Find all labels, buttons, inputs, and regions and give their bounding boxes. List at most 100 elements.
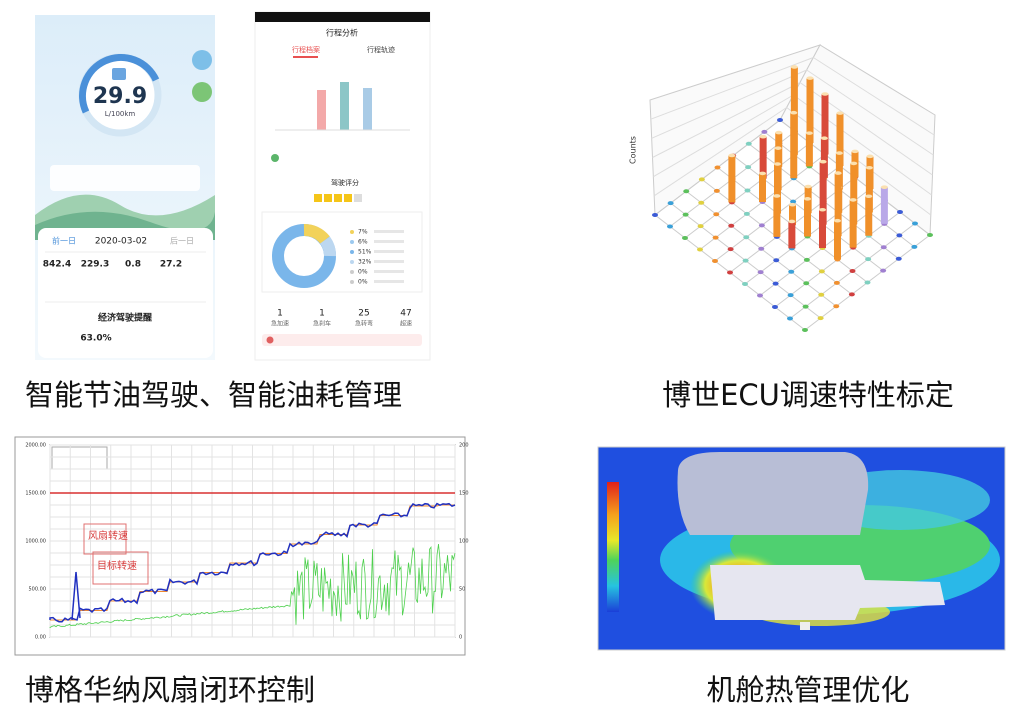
cylinder xyxy=(806,78,814,143)
floor-dot xyxy=(744,188,751,193)
cylinder-top xyxy=(866,154,874,159)
cylinder-top xyxy=(790,65,798,69)
cylinder xyxy=(821,93,829,155)
donut-slice xyxy=(303,224,330,245)
floor-dot xyxy=(772,281,779,286)
count-label: 急转弯 xyxy=(355,320,373,328)
tab[interactable]: 行程档案 xyxy=(292,45,320,54)
cylinder-top xyxy=(821,92,829,96)
floor-dot xyxy=(818,269,825,274)
floor-dot xyxy=(761,129,768,134)
bar-image xyxy=(317,90,326,130)
legend-text-bar xyxy=(374,230,404,233)
floor-dot xyxy=(772,305,778,309)
fuel-unit: L/100km xyxy=(105,110,136,118)
cylinder-top xyxy=(850,161,858,166)
floor-dot xyxy=(880,245,887,250)
app-screenshot-2: 行程分析 驾驶评分 xyxy=(254,11,431,361)
wall-grid xyxy=(813,57,935,136)
y2-tick-label: 200 xyxy=(459,443,469,449)
cab xyxy=(677,452,869,535)
cylinder xyxy=(790,112,798,179)
wall-grid xyxy=(652,82,801,158)
legend-text-bar xyxy=(374,260,404,263)
cylinder-top xyxy=(880,185,888,189)
cylinder-top xyxy=(775,130,783,135)
floor-dot xyxy=(787,293,794,298)
annotation-box xyxy=(83,523,127,555)
floor-dot xyxy=(757,270,764,275)
floor-dot xyxy=(667,201,674,206)
cylinder-top xyxy=(865,194,873,199)
fuel-icon xyxy=(112,68,126,80)
caption: 博格华纳风扇闭环控制 xyxy=(25,673,315,707)
cylinder xyxy=(790,66,798,155)
annotation: 目标转速 xyxy=(97,559,137,572)
cylinder xyxy=(834,220,841,260)
cylinder-top xyxy=(851,149,859,154)
floor-dot xyxy=(896,233,903,238)
cylinder-top xyxy=(759,134,767,139)
cylinder xyxy=(836,113,844,166)
cylinder-top xyxy=(804,197,811,201)
percent: 0% xyxy=(358,279,368,286)
cylinder-top xyxy=(805,131,813,135)
app-background xyxy=(254,11,431,361)
count: 1 xyxy=(277,309,283,319)
percent: 0% xyxy=(358,269,368,276)
cfd-image xyxy=(597,446,1006,651)
cylinder xyxy=(880,187,888,224)
cylinder xyxy=(835,153,843,190)
legend-dot xyxy=(350,270,354,274)
stat-value: 842.4 xyxy=(43,260,71,270)
floor-dot xyxy=(743,211,750,216)
spike xyxy=(71,571,81,621)
y-tick-label: 500.00 xyxy=(29,587,47,593)
prev-day[interactable]: 前一日 xyxy=(52,236,76,246)
floor-dot xyxy=(698,177,705,182)
cylinder-top xyxy=(819,159,827,164)
floor-dot xyxy=(848,292,855,297)
color-legend xyxy=(607,482,619,612)
next-day[interactable]: 后一日 xyxy=(170,236,194,246)
legend-dot xyxy=(350,250,354,254)
wall-grid xyxy=(653,107,787,197)
note-bar xyxy=(262,334,422,346)
floor-dot xyxy=(802,304,809,309)
floor-dot xyxy=(714,165,721,170)
tab[interactable]: 行程轨迹 xyxy=(367,45,395,54)
y-tick-label: 1500.00 xyxy=(25,491,46,497)
legend-dot xyxy=(350,260,354,264)
legend-text-bar xyxy=(374,280,404,283)
app-title: 行程分析 xyxy=(326,28,358,38)
legend-dot xyxy=(350,230,354,234)
percent: 51% xyxy=(358,249,372,256)
legend-text-bar xyxy=(374,270,404,273)
bar3d-image: Counts xyxy=(629,44,936,332)
fuel-value: 29.9 xyxy=(93,84,147,109)
y2-tick-label: 150 xyxy=(459,491,469,497)
wall-grid xyxy=(653,94,794,178)
status-bar xyxy=(255,12,430,22)
check-icon xyxy=(271,154,279,162)
cylinder xyxy=(728,155,736,203)
count: 25 xyxy=(358,309,369,319)
legend-dot xyxy=(350,240,354,244)
badge xyxy=(192,82,212,102)
floor-dot xyxy=(727,247,734,252)
floor-dot xyxy=(758,246,765,251)
y2-tick-label: 50 xyxy=(459,587,465,593)
section-title: 经济驾驶提醒 xyxy=(98,312,152,324)
cylinder-top xyxy=(806,76,814,80)
floor-dot xyxy=(911,244,918,249)
floor-dot xyxy=(757,293,763,298)
floor-dot xyxy=(745,141,752,146)
cylinder xyxy=(773,195,781,237)
cylinder-top xyxy=(774,162,781,166)
y-tick-label: 0.00 xyxy=(35,635,46,641)
stars xyxy=(314,194,362,202)
floor-dot xyxy=(833,304,840,309)
floor-dot xyxy=(742,258,749,263)
floor-dot xyxy=(849,269,856,273)
